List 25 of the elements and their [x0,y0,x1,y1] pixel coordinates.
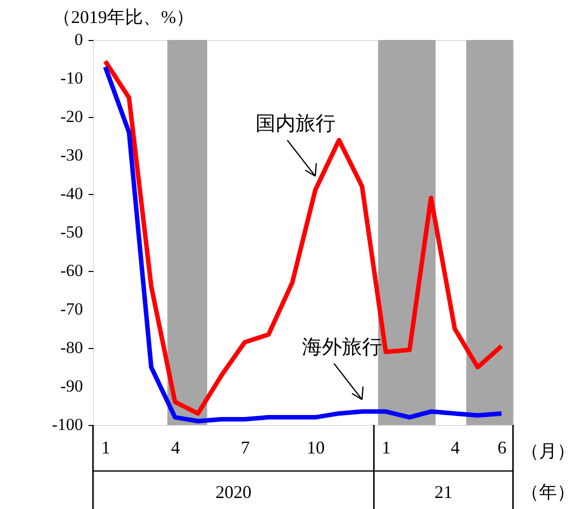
y-tick-label: -30 [60,146,83,164]
x-tick-label: 1 [101,438,110,458]
x-tick-label: 4 [450,438,460,458]
x-tick-label: 7 [240,438,250,458]
text: 21 [434,482,452,502]
y-tick-label: -20 [60,107,83,126]
x-tick-label: 6 [498,438,507,458]
x-tick-label: 10 [306,438,325,458]
text: （年） [521,482,575,502]
y-tick-label: 0 [74,30,83,49]
y-tick-label: -10 [60,68,83,88]
y-tick-label: -70 [60,300,83,318]
x-tick-label: 1 [382,438,391,458]
x-axis-title: （月） [521,441,575,461]
y-tick-label: -100 [52,415,83,434]
annotation: 国内旅行 [255,113,336,136]
y-tick-label: -80 [60,338,83,357]
y-tick-label: -90 [60,376,83,396]
y-axis-title: （2019年比、%） [53,7,194,27]
text: 2020 [215,482,252,502]
x-tick-label: 4 [171,438,180,458]
y-tick-label: -50 [60,222,83,242]
annotation: 海外旅行 [302,336,382,359]
y-tick-label: -60 [60,261,83,280]
y-tick-label: -40 [60,184,83,203]
